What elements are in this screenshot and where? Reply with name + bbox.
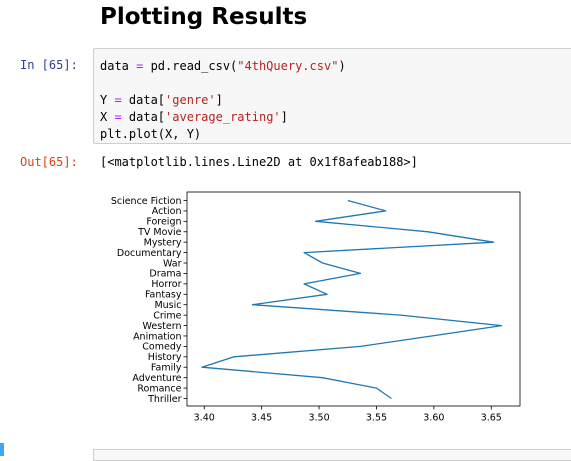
y-tick-label: TV Movie xyxy=(137,227,182,238)
output-prompt: Out[65]: xyxy=(20,155,78,169)
code-editor[interactable]: data = pd.read_csv("4thQuery.csv") Y = d… xyxy=(100,58,346,143)
code-token: ] xyxy=(280,110,288,124)
x-ticks: 3.40 3.45 3.50 3.55 3.60 3.65 xyxy=(194,406,502,424)
y-tick-label: Action xyxy=(152,206,182,217)
section-heading: Plotting Results xyxy=(100,4,308,30)
y-tick-label: Horror xyxy=(151,279,181,290)
code-token: data[ xyxy=(121,110,166,124)
x-tick-label: 3.55 xyxy=(366,413,387,424)
code-token: data xyxy=(100,59,137,73)
code-token: = xyxy=(114,93,122,107)
series-line xyxy=(201,199,503,400)
y-ticks: ThrillerRomanceAdventureFamilyHistoryCom… xyxy=(111,196,187,405)
y-tick-label: Thriller xyxy=(147,394,181,405)
y-tick-label: Science Fiction xyxy=(111,196,182,207)
code-token: ] xyxy=(215,93,223,107)
y-tick-label: Foreign xyxy=(146,217,181,228)
y-tick-label: War xyxy=(163,258,182,269)
x-tick-label: 3.50 xyxy=(308,413,329,424)
cell-selection-bar xyxy=(0,443,4,456)
code-token: ) xyxy=(338,59,346,73)
x-tick-label: 3.45 xyxy=(251,413,272,424)
code-token: data[ xyxy=(121,93,166,107)
code-line: plt.plot(X, Y) xyxy=(100,127,202,141)
y-tick-label: Music xyxy=(154,300,181,311)
x-tick-label: 3.65 xyxy=(481,413,502,424)
y-tick-label: Comedy xyxy=(142,342,182,353)
y-tick-label: Family xyxy=(151,363,182,374)
next-code-cell[interactable] xyxy=(93,449,571,461)
code-token: "4thQuery.csv" xyxy=(237,59,339,73)
code-token: Y xyxy=(100,93,115,107)
code-token: 'genre' xyxy=(165,93,216,107)
y-tick-label: Drama xyxy=(149,269,181,280)
code-token: pd.read_csv( xyxy=(143,59,238,73)
output-repr: [<matplotlib.lines.Line2D at 0x1f8afeab1… xyxy=(100,155,418,169)
plot-frame xyxy=(186,191,521,407)
x-tick-label: 3.40 xyxy=(194,413,215,424)
y-tick-label: Documentary xyxy=(117,248,182,259)
code-token: = xyxy=(114,110,122,124)
code-cell-input[interactable]: data = pd.read_csv("4thQuery.csv") Y = d… xyxy=(93,48,571,144)
y-tick-label: History xyxy=(148,352,182,363)
y-tick-label: Adventure xyxy=(132,373,181,384)
input-prompt: In [65]: xyxy=(20,58,78,72)
y-tick-label: Animation xyxy=(133,331,181,342)
code-token: 'average_rating' xyxy=(165,110,281,124)
line-chart: ThrillerRomanceAdventureFamilyHistoryCom… xyxy=(111,191,521,424)
y-tick-label: Crime xyxy=(153,310,181,321)
x-tick-label: 3.60 xyxy=(423,413,444,424)
y-tick-label: Mystery xyxy=(144,237,182,248)
code-token: = xyxy=(136,59,144,73)
y-tick-label: Romance xyxy=(137,383,181,394)
y-tick-label: Western xyxy=(143,321,182,332)
y-tick-label: Fantasy xyxy=(145,290,182,301)
code-token: X xyxy=(100,110,115,124)
